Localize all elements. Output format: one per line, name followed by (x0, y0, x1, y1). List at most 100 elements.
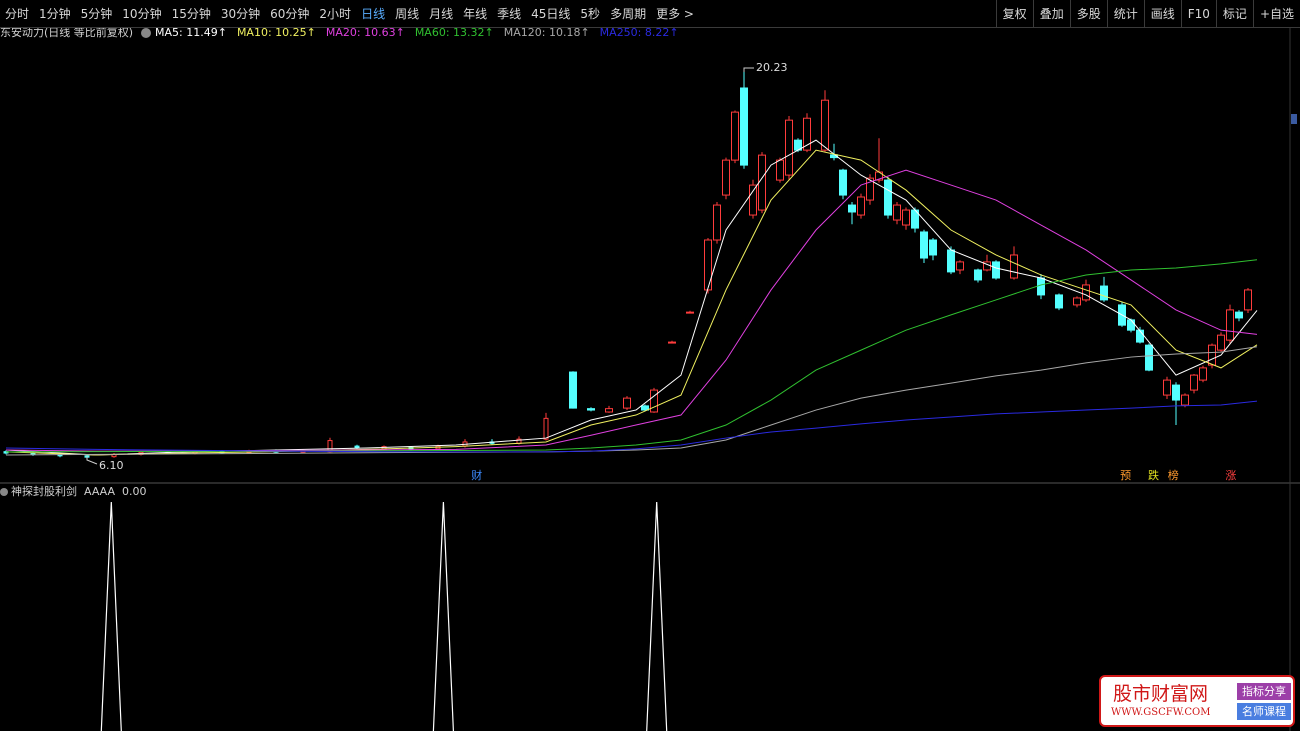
period-tab[interactable]: 30分钟 (220, 7, 261, 21)
signal-spike (432, 501, 454, 731)
signal-spike (100, 501, 122, 731)
period-tab[interactable]: 更多 > (656, 7, 694, 21)
watermark: 股市财富网 WWW.GSCFW.COM 指标分享 名师课程 (1099, 675, 1295, 727)
candle-body (920, 231, 928, 259)
candle-body (731, 111, 739, 161)
candle-body (1235, 311, 1243, 319)
candle-body (686, 311, 694, 314)
period-tab[interactable]: 1分钟 (39, 7, 71, 21)
candle-body (839, 169, 847, 196)
watermark-tag: 名师课程 (1237, 703, 1291, 720)
candle-body (1145, 344, 1153, 371)
tool-button[interactable]: 复权 (995, 0, 1033, 27)
candle-body (1208, 344, 1216, 366)
ma-line (5, 259, 1258, 453)
toolbar: 分时 1分钟 5分钟 10分钟 15分钟 30分钟 60分钟 2小时 日线 周线 月线 年线 季线 45日… (0, 0, 1300, 28)
period-tab[interactable]: 5分钟 (80, 7, 113, 21)
period-tab[interactable]: 分时 (5, 7, 30, 21)
candle-body (929, 239, 937, 256)
candle-body (1082, 284, 1090, 301)
candle-body (1073, 297, 1081, 306)
candle-body (1127, 319, 1135, 331)
indicator-icon[interactable] (0, 488, 8, 496)
tool-button[interactable]: 统计 (1106, 0, 1144, 27)
candle-body (1055, 294, 1063, 309)
candle-body (740, 87, 748, 166)
period-tabs: 分时 1分钟 5分钟 10分钟 15分钟 30分钟 60分钟 2小时 日线 周线 月线 年线 季线 45日… (0, 0, 699, 27)
legend-entry: MA20: 10.63↑ (326, 28, 405, 39)
legend-entry: MA10: 10.25↑ (237, 28, 316, 39)
candle-body (1190, 374, 1198, 391)
event-marker: 榜 (1168, 468, 1179, 482)
candle-body (992, 261, 1000, 279)
stock-title: 东安动力(日线 等比前复权) (0, 28, 133, 39)
settings-icon[interactable] (141, 28, 151, 38)
candle-body (605, 408, 613, 413)
watermark-name: 股市财富网 (1113, 683, 1209, 705)
tool-button[interactable]: 多股 (1069, 0, 1107, 27)
candle-body (650, 389, 658, 413)
tool-button[interactable]: 画线 (1143, 0, 1181, 27)
indicator-title: 神探封股利剑 (11, 484, 77, 498)
period-tab[interactable]: 周线 (395, 7, 420, 21)
candle-body (947, 249, 955, 273)
candle-body (1037, 277, 1045, 296)
period-tab[interactable]: 日线 (361, 7, 386, 21)
tool-button[interactable]: +自选 (1252, 0, 1300, 27)
period-tab[interactable]: 年线 (463, 7, 488, 21)
legend-entry: MA5: 11.49↑ (155, 28, 227, 39)
candle-body (1136, 329, 1144, 343)
side-marker (1291, 114, 1297, 124)
period-tab[interactable]: 2小时 (319, 7, 352, 21)
candle-body (857, 196, 865, 216)
candle-body (902, 209, 910, 226)
candle-body (1226, 309, 1234, 341)
candle-body (749, 184, 757, 216)
watermark-tag: 指标分享 (1237, 683, 1291, 700)
candle-body (587, 408, 595, 411)
candle-body (1163, 379, 1171, 396)
candle-body (1199, 367, 1207, 381)
candle-body (668, 341, 676, 344)
candle-body (776, 159, 784, 181)
min-label: 6.10 (99, 459, 124, 472)
candle-body (1010, 254, 1018, 279)
min-pointer (86, 455, 98, 465)
period-tab[interactable]: 月线 (429, 7, 454, 21)
candle-body (1181, 394, 1189, 406)
candle-body (893, 204, 901, 221)
period-tab[interactable]: 10分钟 (122, 7, 162, 21)
event-marker: 财 (471, 468, 482, 482)
indicator-series: AAAA (84, 485, 115, 498)
legend-entry: MA250: 8.22↑ (600, 28, 679, 39)
period-tab[interactable]: 5秒 (580, 7, 601, 21)
tool-button[interactable]: 叠加 (1032, 0, 1070, 27)
legend-entry: MA60: 13.32↑ (415, 28, 494, 39)
candle-body (821, 99, 829, 151)
period-tab[interactable]: 60分钟 (270, 7, 310, 21)
period-tab[interactable]: 多周期 (610, 7, 647, 21)
candle-body (803, 117, 811, 151)
period-tab[interactable]: 季线 (497, 7, 522, 21)
event-marker: 预 (1120, 469, 1131, 482)
tool-button[interactable]: 标记 (1215, 0, 1253, 27)
tool-button[interactable]: F10 (1180, 0, 1216, 27)
ma-line (5, 139, 1258, 456)
legend-entry: MA120: 10.18↑ (504, 28, 590, 39)
tool-buttons: 复权 叠加 多股 统计 画线 F10 标记 +自选 (995, 0, 1300, 27)
candle-body (569, 371, 577, 409)
period-tab[interactable]: 15分钟 (171, 7, 211, 21)
max-label: 20.23 (756, 61, 788, 74)
candle-body (974, 269, 982, 281)
candle-body (354, 445, 360, 448)
period-tab[interactable]: 45日线 (531, 7, 571, 21)
candle-body (543, 417, 549, 440)
candle-body (1172, 384, 1180, 401)
candle-body (722, 159, 730, 196)
candle-body (704, 239, 712, 291)
candle-body (866, 177, 874, 201)
candle-body (1217, 334, 1225, 351)
watermark-url: WWW.GSCFW.COM (1111, 707, 1211, 718)
ma-line (5, 400, 1258, 453)
